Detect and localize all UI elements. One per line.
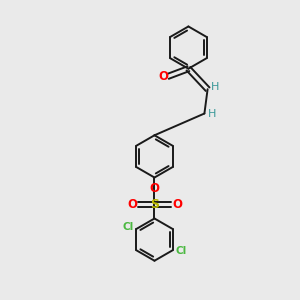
Text: S: S — [150, 198, 159, 211]
Text: O: O — [127, 198, 137, 211]
Text: H: H — [211, 82, 220, 92]
Text: Cl: Cl — [176, 247, 187, 256]
Text: O: O — [149, 182, 160, 195]
Text: O: O — [158, 70, 168, 83]
Text: H: H — [208, 109, 216, 118]
Text: Cl: Cl — [122, 222, 134, 232]
Text: O: O — [172, 198, 182, 211]
